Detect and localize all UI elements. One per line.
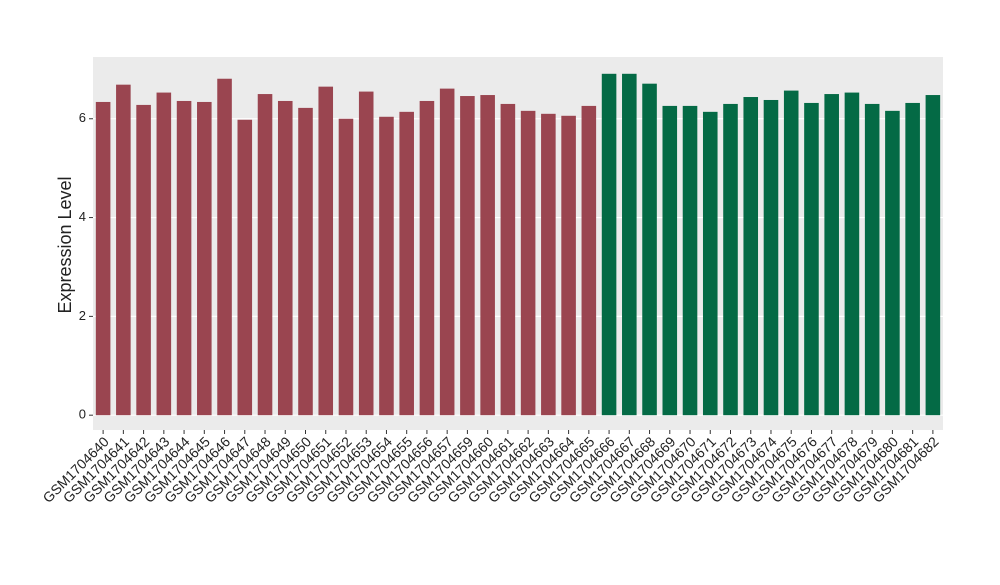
y-axis-label: Expression Level xyxy=(55,176,75,313)
bar xyxy=(622,73,637,416)
bar xyxy=(257,94,273,416)
bar xyxy=(480,95,495,416)
bar xyxy=(237,119,253,416)
bar xyxy=(601,73,617,416)
bar xyxy=(298,107,313,416)
bar xyxy=(277,100,293,416)
bar xyxy=(318,86,334,416)
bar xyxy=(804,102,819,416)
y-tick-label: 2 xyxy=(79,308,86,323)
bar xyxy=(581,105,597,416)
bar xyxy=(156,92,172,416)
bar xyxy=(338,118,354,416)
bar xyxy=(379,116,394,416)
bar xyxy=(500,103,516,416)
bar xyxy=(844,92,860,416)
bar xyxy=(541,113,556,416)
bar xyxy=(520,110,536,416)
bar xyxy=(885,110,900,416)
bar xyxy=(217,78,232,416)
bar xyxy=(925,95,941,416)
bar xyxy=(116,84,131,416)
bar xyxy=(723,103,738,416)
bar xyxy=(561,115,576,416)
bar xyxy=(824,94,839,416)
bar xyxy=(419,100,435,416)
bar xyxy=(136,104,151,416)
bar xyxy=(702,111,718,416)
bar xyxy=(399,111,414,416)
y-tick-label: 0 xyxy=(79,407,86,422)
bar xyxy=(743,97,759,416)
bar xyxy=(176,100,192,416)
bar xyxy=(95,101,111,416)
bar xyxy=(763,99,779,416)
bar xyxy=(358,91,374,416)
bar xyxy=(783,90,799,416)
bar xyxy=(642,83,657,416)
bar xyxy=(905,102,920,416)
bar xyxy=(460,96,475,416)
bar xyxy=(682,105,698,416)
y-tick-label: 4 xyxy=(79,209,86,224)
bar xyxy=(864,103,880,416)
y-tick-label: 6 xyxy=(79,110,86,125)
bar xyxy=(197,101,212,416)
bar xyxy=(439,88,455,416)
bar xyxy=(662,105,678,416)
